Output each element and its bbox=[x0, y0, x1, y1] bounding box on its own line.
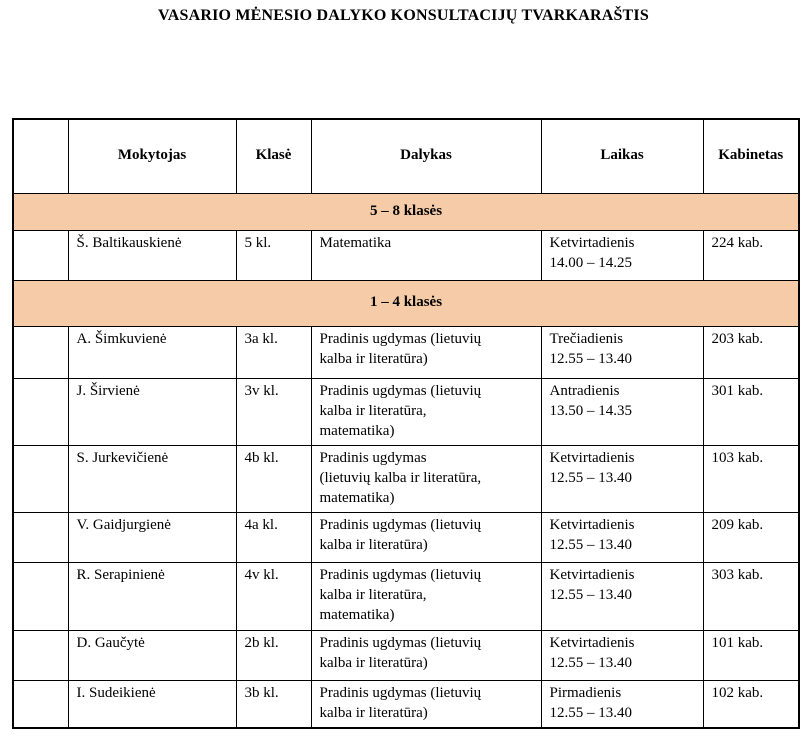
kabinetas-cell: 303 kab. bbox=[702, 561, 800, 631]
table-row: S. Jurkevičienė 4b kl. Pradinis ugdymas … bbox=[12, 444, 800, 513]
laikas-cell: Ketvirtadienis 12.55 – 13.40 bbox=[540, 511, 704, 563]
dalykas-cell: Pradinis ugdymas (lietuvių kalba ir lite… bbox=[310, 629, 542, 681]
row-number-cell bbox=[12, 561, 69, 631]
table-row: R. Serapinienė 4v kl. Pradinis ugdymas (… bbox=[12, 561, 800, 631]
dalykas-cell: Pradinis ugdymas (lietuvių kalba ir lite… bbox=[310, 561, 542, 631]
mokytojas-cell: D. Gaučytė bbox=[67, 629, 237, 681]
laikas-cell: Ketvirtadienis 14.00 – 14.25 bbox=[540, 229, 704, 281]
klase-cell: 4v kl. bbox=[235, 561, 312, 631]
klase-cell: 3a kl. bbox=[235, 325, 312, 379]
dalykas-cell: Pradinis ugdymas (lietuvių kalba ir lite… bbox=[310, 444, 542, 513]
header-dalykas: Dalykas bbox=[310, 118, 542, 194]
section-band-1-4: 1 – 4 klasės bbox=[12, 279, 800, 327]
dalykas-cell: Pradinis ugdymas (lietuvių kalba ir lite… bbox=[310, 325, 542, 379]
header-empty bbox=[12, 118, 69, 194]
klase-cell: 3b kl. bbox=[235, 679, 312, 728]
table-row: D. Gaučytė 2b kl. Pradinis ugdymas (liet… bbox=[12, 629, 800, 681]
table-row: I. Sudeikienė 3b kl. Pradinis ugdymas (l… bbox=[12, 679, 800, 728]
laikas-cell: Ketvirtadienis 12.55 – 13.40 bbox=[540, 444, 704, 513]
section-band-label: 1 – 4 klasės bbox=[12, 279, 800, 327]
row-number-cell bbox=[12, 629, 69, 681]
laikas-cell: Pirmadienis 12.55 – 13.40 bbox=[540, 679, 704, 728]
row-number-cell bbox=[12, 679, 69, 728]
mokytojas-cell: J. Širvienė bbox=[67, 377, 237, 446]
header-mokytojas: Mokytojas bbox=[67, 118, 237, 194]
row-number-cell bbox=[12, 377, 69, 446]
klase-cell: 2b kl. bbox=[235, 629, 312, 681]
klase-cell: 5 kl. bbox=[235, 229, 312, 281]
kabinetas-cell: 209 kab. bbox=[702, 511, 800, 563]
kabinetas-cell: 102 kab. bbox=[702, 679, 800, 728]
table-row: A. Šimkuvienė 3a kl. Pradinis ugdymas (l… bbox=[12, 325, 800, 379]
laikas-cell: Ketvirtadienis 12.55 – 13.40 bbox=[540, 629, 704, 681]
laikas-cell: Ketvirtadienis 12.55 – 13.40 bbox=[540, 561, 704, 631]
mokytojas-cell: Š. Baltikauskienė bbox=[67, 229, 237, 281]
mokytojas-cell: S. Jurkevičienė bbox=[67, 444, 237, 513]
table-row: V. Gaidjurgienė 4a kl. Pradinis ugdymas … bbox=[12, 511, 800, 563]
row-number-cell bbox=[12, 444, 69, 513]
dalykas-cell: Pradinis ugdymas (lietuvių kalba ir lite… bbox=[310, 679, 542, 728]
dalykas-cell: Matematika bbox=[310, 229, 542, 281]
klase-cell: 4b kl. bbox=[235, 444, 312, 513]
header-laikas: Laikas bbox=[540, 118, 704, 194]
row-number-cell bbox=[12, 229, 69, 281]
kabinetas-cell: 101 kab. bbox=[702, 629, 800, 681]
klase-cell: 4a kl. bbox=[235, 511, 312, 563]
header-kabinetas: Kabinetas bbox=[702, 118, 800, 194]
kabinetas-cell: 103 kab. bbox=[702, 444, 800, 513]
dalykas-cell: Pradinis ugdymas (lietuvių kalba ir lite… bbox=[310, 511, 542, 563]
section-band-label: 5 – 8 klasės bbox=[12, 192, 800, 231]
mokytojas-cell: R. Serapinienė bbox=[67, 561, 237, 631]
mokytojas-cell: A. Šimkuvienė bbox=[67, 325, 237, 379]
table-row: J. Širvienė 3v kl. Pradinis ugdymas (lie… bbox=[12, 377, 800, 446]
section-band-5-8: 5 – 8 klasės bbox=[12, 192, 800, 231]
dalykas-cell: Pradinis ugdymas (lietuvių kalba ir lite… bbox=[310, 377, 542, 446]
laikas-cell: Trečiadienis 12.55 – 13.40 bbox=[540, 325, 704, 379]
header-klase: Klasė bbox=[235, 118, 312, 194]
klase-cell: 3v kl. bbox=[235, 377, 312, 446]
kabinetas-cell: 203 kab. bbox=[702, 325, 800, 379]
laikas-cell: Antradienis 13.50 – 14.35 bbox=[540, 377, 704, 446]
kabinetas-cell: 301 kab. bbox=[702, 377, 800, 446]
row-number-cell bbox=[12, 325, 69, 379]
table-row: Š. Baltikauskienė 5 kl. Matematika Ketvi… bbox=[12, 229, 800, 281]
kabinetas-cell: 224 kab. bbox=[702, 229, 800, 281]
page-title: VASARIO MĖNESIO DALYKO KONSULTACIJŲ TVAR… bbox=[158, 7, 649, 24]
mokytojas-cell: V. Gaidjurgienė bbox=[67, 511, 237, 563]
consultation-schedule-table: Mokytojas Klasė Dalykas Laikas Kabinetas… bbox=[12, 118, 800, 729]
table-header-row: Mokytojas Klasė Dalykas Laikas Kabinetas bbox=[12, 118, 800, 194]
row-number-cell bbox=[12, 511, 69, 563]
mokytojas-cell: I. Sudeikienė bbox=[67, 679, 237, 728]
